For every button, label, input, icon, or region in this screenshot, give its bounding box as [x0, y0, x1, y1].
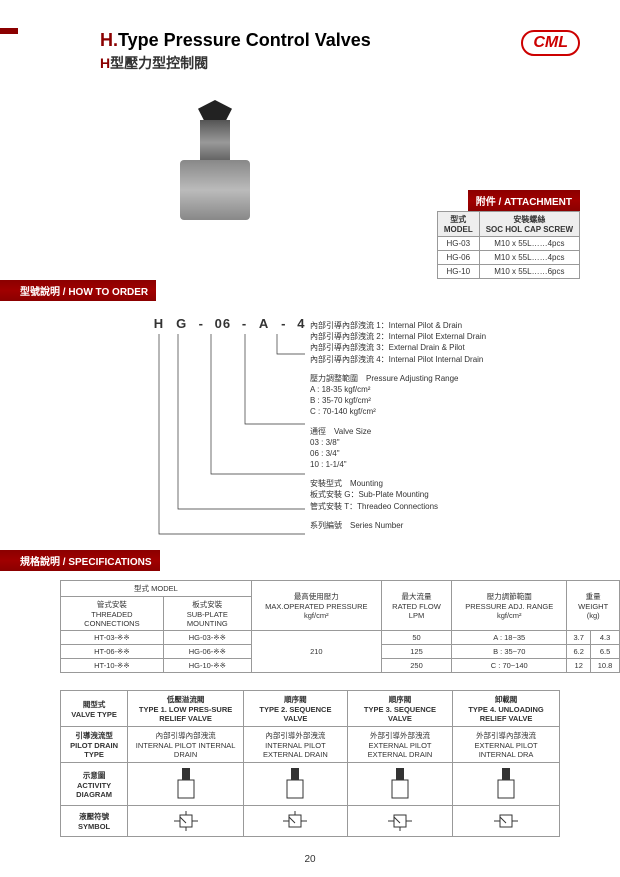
col-pressure: 最高使用壓力MAX.OPERATED PRESSURE kgf/cm² [251, 581, 381, 631]
diagram-icon [128, 763, 244, 806]
col-screw: 安裝螺絲SOC HOL CAP SCREW [479, 212, 579, 237]
specs-section: 規格說明 / SPECIFICATIONS [0, 550, 160, 571]
col-adj: 壓力調節範圍PRESSURE ADJ. RANGE kgf/cm² [452, 581, 567, 631]
legend-drain: 內部引導內部洩流 1：Internal Pilot & Drain 內部引導內部… [310, 320, 486, 365]
legend-series: 系列編號 Series Number [310, 520, 486, 531]
col-type4: 卸載閥TYPE 4. UNLOADING RELIEF VALVE [453, 691, 560, 727]
table-row: HG-03M10 x 55L……4pcs [437, 237, 579, 251]
title-zh-rest: 型壓力型控制閥 [110, 55, 208, 71]
col-flow: 最大流量RATED FLOW LPM [381, 581, 451, 631]
attachment-section: 附件 / ATTACHMENT 型式MODEL 安裝螺絲SOC HOL CAP … [437, 190, 580, 279]
symbol-icon [244, 806, 348, 837]
howto-section: 型號說明 / HOW TO ORDER [0, 280, 156, 301]
valve-knob [198, 100, 232, 122]
legend-size: 通徑 Valve Size 03 : 3/8" 06 : 3/4" 10 : 1… [310, 426, 486, 471]
title-zh-prefix: H [100, 55, 110, 71]
col-model: 型式 MODEL [61, 581, 252, 597]
howto-heading: 型號說明 / HOW TO ORDER [0, 280, 156, 301]
table-row: HG-10M10 x 55L……6pcs [437, 265, 579, 279]
col-valve-type: 閥型式VALVE TYPE [61, 691, 128, 727]
bracket-diagram [125, 334, 315, 544]
diagram-icon [347, 763, 452, 806]
col-type3: 順序閥TYPE 3. SEQUENCE VALVE [347, 691, 452, 727]
legend-mount: 安裝型式 Mounting 板式安裝 G：Sub-Plate Mounting … [310, 478, 486, 512]
row-pilot-drain: 引導洩流型PILOT DRAIN TYPE [61, 727, 128, 763]
page: H.Type Pressure Control Valves H型壓力型控制閥 … [0, 0, 620, 877]
brand-logo: CML [521, 30, 580, 56]
col-weight: 重量WEIGHT (kg) [567, 581, 620, 631]
symbol-icon [347, 806, 452, 837]
title-en: H.Type Pressure Control Valves [100, 30, 580, 51]
valve-stem [200, 120, 230, 165]
specs-heading: 規格說明 / SPECIFICATIONS [0, 550, 160, 571]
title-zh: H型壓力型控制閥 [100, 53, 580, 73]
page-number: 20 [304, 854, 315, 865]
title-en-prefix: H. [100, 30, 118, 50]
title-en-rest: Type Pressure Control Valves [118, 30, 371, 50]
row-symbol: 液壓符號SYMBOL [61, 806, 128, 837]
attachment-heading: 附件 / ATTACHMENT [468, 190, 580, 211]
code-mount: G [173, 316, 191, 331]
code-drain: 4 [294, 316, 308, 331]
col-threaded: 管式安裝THREADED CONNECTIONS [61, 597, 164, 631]
valve-body [180, 160, 250, 220]
product-image [150, 100, 290, 240]
col-type2: 順序閥TYPE 2. SEQUENCE VALVE [244, 691, 348, 727]
symbol-icon [453, 806, 560, 837]
attachment-table: 型式MODEL 安裝螺絲SOC HOL CAP SCREW HG-03M10 x… [437, 211, 580, 279]
table-row: HT-03-※※HG-03-※※ 210 50A : 18~35 3.74.3 [61, 631, 620, 645]
code-pressure: A [255, 316, 273, 331]
model-code: H G - 06 - A - 4 [150, 316, 308, 331]
col-type1: 低壓溢流閥TYPE 1. LOW PRES-SURE RELIEF VALVE [128, 691, 244, 727]
symbol-icon [128, 806, 244, 837]
legend: 內部引導內部洩流 1：Internal Pilot & Drain 內部引導內部… [310, 320, 486, 539]
diagram-icon [244, 763, 348, 806]
diagram-icon [453, 763, 560, 806]
table-row: HG-06M10 x 55L……4pcs [437, 251, 579, 265]
valve-type-table: 閥型式VALVE TYPE 低壓溢流閥TYPE 1. LOW PRES-SURE… [60, 690, 560, 837]
col-model: 型式MODEL [437, 212, 479, 237]
title-block: H.Type Pressure Control Valves H型壓力型控制閥 [100, 30, 580, 73]
code-series: H [150, 316, 168, 331]
spec-table: 型式 MODEL 最高使用壓力MAX.OPERATED PRESSURE kgf… [60, 580, 620, 673]
col-subplate: 板式安裝SUB-PLATE MOUNTING [163, 597, 251, 631]
legend-pressure: 壓力調整範圍 Pressure Adjusting Range A : 18-3… [310, 373, 486, 418]
accent-bar [0, 28, 18, 34]
code-size: 06 [212, 316, 234, 331]
row-activity: 示意圖ACTIVITY DIAGRAM [61, 763, 128, 806]
